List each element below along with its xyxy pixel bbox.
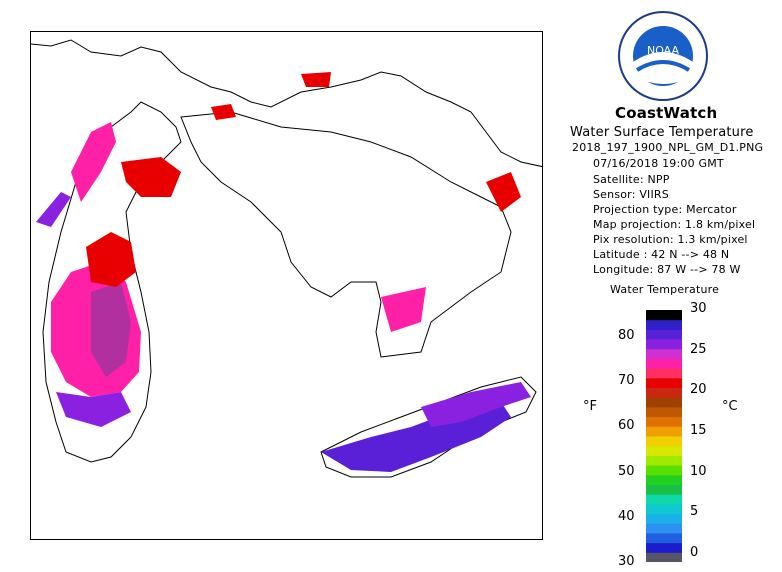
product-title: Water Surface Temperature: [570, 125, 754, 140]
map-panel[interactable]: [30, 31, 543, 540]
sst-saginaw-magenta: [381, 287, 426, 332]
meta-line: Sensor: VIIRS: [593, 188, 669, 201]
color-bar-step: [646, 358, 682, 369]
noaa-logo: NOAA: [618, 11, 708, 101]
color-bar-step: [646, 532, 682, 544]
lake-huron-shoreline: [180, 111, 512, 358]
fahrenheit-tick-label: 50: [618, 463, 635, 479]
fahrenheit-unit: °F: [583, 399, 597, 414]
meta-line: Pix resolution: 1.3 km/pixel: [593, 233, 748, 246]
sst-straits-red: [121, 157, 181, 197]
celsius-tick-label: 20: [690, 382, 707, 398]
celsius-tick-label: 0: [690, 544, 699, 560]
meta-line: Map projection: 1.8 km/pixel: [593, 218, 756, 231]
logo-text: NOAA: [647, 44, 680, 57]
celsius-tick-label: 25: [690, 341, 707, 357]
sst-superior-red-2: [301, 72, 331, 87]
color-bar-step: [646, 387, 682, 398]
color-bar-step: [646, 513, 682, 524]
color-bar-step: [646, 368, 682, 379]
meta-line: Projection type: Mercator: [593, 203, 737, 216]
color-bar-step: [646, 542, 682, 553]
fahrenheit-tick-label: 60: [618, 418, 635, 434]
sst-georgian-red: [486, 172, 521, 212]
celsius-tick-label: 5: [690, 504, 699, 520]
fahrenheit-tick-label: 30: [618, 553, 635, 569]
sst-north-magenta: [71, 122, 116, 202]
color-bar-step: [646, 406, 682, 418]
sst-michigan-violet-south: [56, 392, 131, 427]
celsius-tick-label: 15: [690, 422, 707, 438]
sst-erie-purple: [421, 382, 531, 427]
product-name: CoastWatch: [615, 104, 718, 122]
color-bar-step: [646, 552, 682, 562]
color-bar-step: [646, 426, 682, 437]
color-bar-step: [646, 310, 682, 321]
color-bar: [646, 310, 682, 562]
legend-title: Water Temperature: [610, 283, 720, 296]
sst-superior-red-1: [211, 104, 236, 120]
fahrenheit-tick-label: 80: [618, 328, 635, 344]
fahrenheit-tick-label: 70: [618, 373, 635, 389]
celsius-tick-label: 10: [690, 463, 707, 479]
color-bar-step: [646, 503, 682, 515]
datetime: 07/16/2018 19:00 GMT: [593, 157, 724, 170]
color-bar-step: [646, 494, 682, 505]
color-bar-step: [646, 474, 682, 485]
celsius-unit: °C: [722, 399, 738, 414]
celsius-tick-label: 30: [690, 301, 707, 316]
meta-line: Longitude: 87 W --> 78 W: [593, 263, 741, 276]
fahrenheit-tick-label: 40: [618, 508, 635, 524]
color-bar-step: [646, 416, 682, 427]
meta-line: Latitude : 42 N --> 48 N: [593, 248, 730, 261]
color-bar-step: [646, 436, 682, 447]
sst-map: [31, 39, 542, 478]
color-bar-step: [646, 319, 682, 330]
color-bar-step: [646, 484, 682, 495]
color-bar-step: [646, 523, 682, 534]
lake-superior-shoreline: [31, 39, 542, 168]
color-bar-step: [646, 465, 682, 476]
color-bar-step: [646, 445, 682, 456]
sst-green-bay-violet: [36, 192, 71, 227]
color-bar-step: [646, 455, 682, 466]
color-bar-step: [646, 397, 682, 408]
color-bar-step: [646, 377, 682, 389]
color-bar-step: [646, 339, 682, 350]
color-bar-step: [646, 348, 682, 359]
sst-michigan-red: [86, 232, 136, 287]
color-bar-step: [646, 329, 682, 340]
sst-michigan-purple: [91, 282, 131, 377]
file-name: 2018_197_1900_NPL_GM_D1.PNG: [572, 141, 764, 154]
meta-line: Satellite: NPP: [593, 173, 670, 186]
